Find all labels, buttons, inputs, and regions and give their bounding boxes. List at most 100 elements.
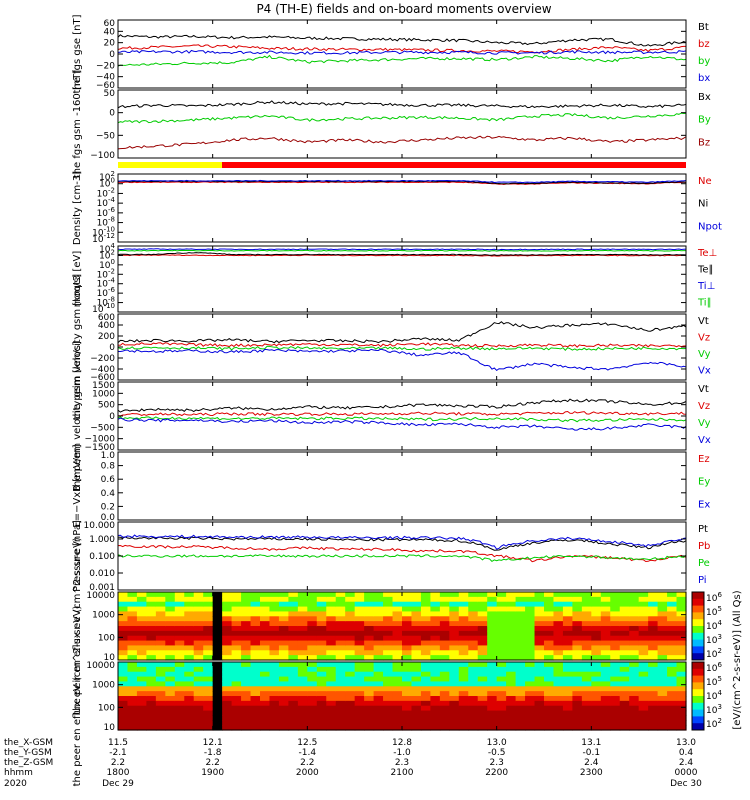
ephemeris-row-label: 2020	[4, 779, 27, 789]
heatmap-cell	[619, 616, 630, 622]
heatmap-cell	[364, 720, 375, 726]
heatmap-cell	[345, 725, 356, 731]
heatmap-cell	[629, 720, 640, 726]
heatmap-cell	[667, 681, 678, 687]
heatmap-cell	[657, 630, 668, 637]
heatmap-cell	[581, 596, 592, 603]
heatmap-cell	[373, 601, 384, 608]
heatmap-cell	[496, 616, 507, 622]
heatmap-cell	[676, 715, 687, 721]
heatmap-cell	[439, 720, 450, 726]
y-tick-label: 10	[104, 653, 116, 663]
heatmap-cell	[260, 691, 271, 697]
heatmap-cell	[581, 592, 592, 598]
heatmap-cell	[269, 725, 280, 731]
heatmap-cell	[392, 626, 403, 632]
heatmap-cell	[335, 640, 346, 647]
heatmap-cell	[231, 700, 242, 707]
heatmap-cell	[610, 635, 621, 642]
heatmap-cell	[525, 696, 536, 702]
heatmap-cell	[203, 705, 214, 712]
heatmap-cell	[184, 606, 195, 613]
heatmap-cell	[458, 705, 469, 712]
heatmap-cell	[392, 705, 403, 712]
heatmap-cell	[335, 691, 346, 697]
colorbar-segment	[692, 682, 704, 690]
heatmap-cell	[572, 650, 583, 656]
heatmap-cell	[260, 671, 271, 678]
heatmap-cell	[572, 611, 583, 617]
heatmap-cell	[648, 611, 659, 617]
heatmap-cell	[553, 635, 564, 642]
heatmap-cell	[648, 640, 659, 647]
heatmap-cell	[544, 592, 555, 598]
heatmap-cell	[260, 626, 271, 632]
heatmap-cell	[496, 601, 507, 608]
heatmap-cell	[345, 700, 356, 707]
time-tick-label: 2100	[391, 768, 414, 778]
heatmap-cell	[212, 705, 223, 712]
heatmap-cell	[534, 720, 545, 726]
heatmap-cell	[591, 666, 602, 673]
heatmap-cell	[260, 662, 271, 668]
heatmap-cell	[506, 592, 517, 598]
heatmap-cell	[288, 601, 299, 608]
heatmap-cell	[610, 700, 621, 707]
heatmap-cell	[354, 616, 365, 622]
colorbar-tick-label: 104	[706, 689, 722, 702]
ephemeris-y-value: -1.8	[204, 748, 222, 758]
heatmap-cell	[392, 666, 403, 673]
heatmap-cell	[496, 705, 507, 712]
time-tick-label: 2300	[580, 768, 603, 778]
heatmap-cell	[241, 616, 252, 622]
heatmap-cell	[174, 655, 185, 661]
heatmap-cell	[506, 700, 517, 707]
heatmap-cell	[572, 635, 583, 642]
heatmap-cell	[572, 700, 583, 707]
heatmap-cell	[364, 666, 375, 673]
heatmap-cell	[364, 596, 375, 603]
heatmap-cell	[534, 666, 545, 673]
heatmap-cell	[562, 626, 573, 632]
heatmap-cell	[146, 650, 157, 656]
heatmap-cell	[184, 655, 195, 661]
heatmap-cell	[572, 596, 583, 603]
heatmap-cell	[184, 666, 195, 673]
heatmap-cell	[477, 691, 488, 697]
heatmap-cell	[345, 720, 356, 726]
heatmap-cell	[203, 630, 214, 637]
heatmap-cell	[676, 621, 687, 627]
heatmap-cell	[250, 700, 261, 707]
heatmap-cell	[496, 635, 507, 642]
heatmap-cell	[610, 626, 621, 632]
heatmap-cell	[496, 700, 507, 707]
heatmap-cell	[231, 662, 242, 668]
panel-ylabel: moqt3 [eV]	[72, 251, 83, 308]
heatmap-cell	[155, 671, 166, 678]
legend-entry: Bx	[698, 92, 711, 103]
heatmap-cell	[515, 662, 526, 668]
heatmap-cell	[212, 681, 223, 687]
heatmap-cell	[562, 655, 573, 661]
heatmap-cell	[439, 696, 450, 702]
heatmap-cell	[562, 640, 573, 647]
heatmap-cell	[307, 700, 318, 707]
heatmap-cell	[260, 611, 271, 617]
heatmap-cell	[354, 626, 365, 632]
heatmap-cell	[212, 621, 223, 627]
heatmap-cell	[402, 671, 413, 678]
heatmap-cell	[288, 635, 299, 642]
heatmap-cell	[222, 715, 233, 721]
heatmap-cell	[553, 705, 564, 712]
heatmap-cell	[411, 606, 422, 613]
heatmap-cell	[657, 705, 668, 712]
heatmap-cell	[288, 696, 299, 702]
heatmap-cell	[241, 696, 252, 702]
heatmap-cell	[345, 650, 356, 656]
heatmap-cell	[278, 592, 289, 598]
heatmap-cell	[534, 621, 545, 627]
heatmap-cell	[383, 700, 394, 707]
heatmap-cell	[581, 611, 592, 617]
colorbar-segment	[692, 689, 704, 697]
heatmap-cell	[193, 676, 204, 683]
